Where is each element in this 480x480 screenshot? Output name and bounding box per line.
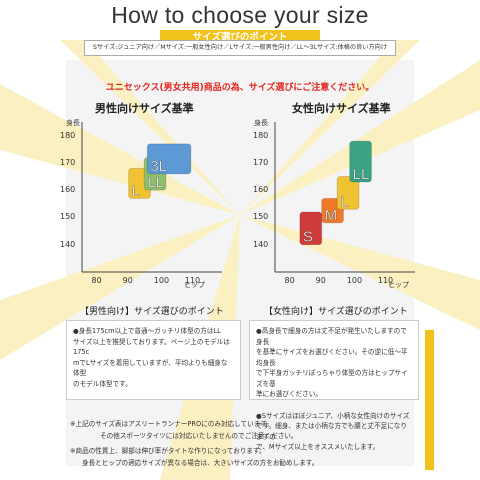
women-x-tick: 80	[284, 276, 295, 285]
women-points-line: ●高身長で細身の方は丈不足が発生いたしますので身長	[256, 327, 407, 346]
footer-note-4: 身長とヒップの適応サイズが異なる場合は、大きいサイズの方をお勧めします。	[82, 459, 319, 467]
women-size-label: L	[340, 193, 348, 210]
men-chart-xlabel: ヒップ	[184, 281, 205, 289]
women-points-line: ●Sサイズはほぼジュニア、小柄な女性向けのサイズ	[256, 411, 410, 420]
women-y-tick: 180	[253, 130, 269, 140]
women-points-line: 準にお選びください。	[256, 390, 322, 398]
men-y-tick: 170	[60, 157, 76, 167]
men-x-tick: 80	[91, 276, 102, 285]
footer-note-3: ※商品の性質上、脚部は伸び率がタイトな作りになっております。	[70, 447, 266, 455]
women-points-line: で下半身ガッチリぽっちゃり体型の方はヒップサイズを基	[256, 369, 408, 388]
women-x-tick: 100	[346, 276, 363, 285]
women-y-tick: 150	[253, 212, 269, 222]
unisex-warning: ユニセックス(男女共用)商品の為、サイズ選びにご注意ください。	[105, 83, 375, 93]
men-x-tick: 110	[184, 276, 201, 285]
page-title: How to choose your size	[111, 2, 369, 28]
men-points-line: サイズ以上を推奨しております。ページ上のモデルは175c	[73, 337, 230, 357]
footer-note-2: その他スポーツタイツには対応いたしませんのでご注意ください。	[100, 432, 298, 440]
size-category-note: Sサイズ:ジュニア向け／Mサイズ:一般女性向け／Lサイズ:一般男性向け／LL～3…	[84, 40, 396, 56]
men-points-line: ●身長175cm以上で普通～ガッチリ体型の方はLL	[73, 327, 221, 335]
men-points-title: 【男性向け】サイズ選びのポイント	[80, 307, 224, 317]
women-points-box: ●高身長で細身の方は丈不足が発生いたしますので身長 を基準にサイズをお選びくださ…	[249, 320, 419, 451]
men-points-box: ●身長175cm以上で普通～ガッチリ体型の方はLL サイズ以上を推奨しております…	[66, 320, 241, 400]
women-chart-ylabel: 身長	[254, 119, 268, 127]
men-points-line: mでLサイズを着用していますが、平均よりも細身な体型	[73, 358, 228, 378]
women-x-tick: 110	[377, 276, 394, 285]
men-size-label: 3L	[150, 158, 167, 175]
footer-note-1: ※上記のサイズ表はアスリートランナーPROにのみ対応しています。	[70, 420, 273, 428]
women-y-tick: 170	[253, 157, 269, 167]
women-points-line: で、Mサイズ以上をオススメいたします。	[256, 443, 380, 451]
men-size-label: LL	[147, 174, 164, 191]
men-x-tick: 100	[153, 276, 170, 285]
women-y-tick: 160	[253, 185, 269, 195]
men-chart-ylabel: 身長	[66, 119, 80, 127]
women-size-label: LL	[353, 166, 370, 183]
men-y-tick: 180	[60, 130, 76, 140]
women-size-box-ll	[349, 140, 372, 183]
women-chart-title: 女性向けサイズ基準	[292, 102, 391, 115]
women-points-line: です。細身、または小柄な方でも腰と丈不足になりますの	[256, 422, 407, 441]
women-chart-xlabel: ヒップ	[388, 281, 409, 289]
men-size-label: L	[132, 182, 140, 199]
men-chart-title: 男性向けサイズ基準	[95, 102, 194, 115]
men-y-tick: 150	[60, 212, 76, 222]
women-size-label: S	[303, 229, 313, 246]
women-y-tick: 140	[253, 239, 269, 249]
men-y-tick: 140	[60, 239, 76, 249]
women-size-label: M	[325, 207, 338, 224]
women-size-box-l	[336, 176, 360, 210]
women-points-line: を基準にサイズをお選びください。その逆に低～平均身長	[256, 348, 408, 367]
women-x-tick: 90	[315, 276, 326, 285]
women-size-box-s	[299, 211, 323, 246]
men-x-tick: 90	[122, 276, 133, 285]
men-y-tick: 160	[60, 185, 76, 195]
women-points-title: 【女性向け】サイズ選びのポイント	[264, 307, 408, 317]
men-points-line: のモデル体型です。	[73, 379, 132, 388]
men-size-box-3l	[146, 143, 192, 175]
